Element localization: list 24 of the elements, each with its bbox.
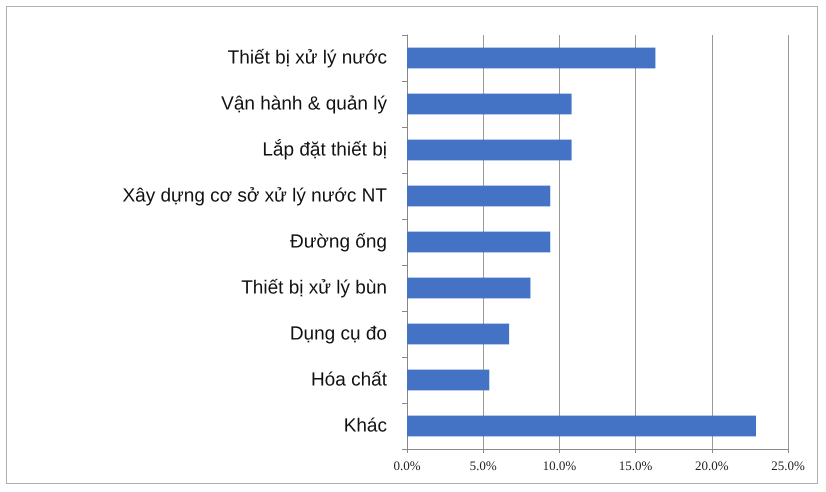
bar — [407, 48, 656, 68]
y-tick-label: Thiết bị xử lý bùn — [241, 278, 387, 298]
y-tick-label: Lắp đặt thiết bị — [262, 138, 387, 160]
x-tick-label: 5.0% — [470, 458, 497, 473]
y-tick-label: Dụng cụ đo — [290, 324, 387, 344]
bar — [407, 416, 756, 436]
x-tick-label: 25.0% — [771, 458, 805, 473]
bar — [407, 370, 490, 390]
x-tick-label: 20.0% — [695, 458, 729, 473]
bar — [407, 278, 530, 298]
bar — [407, 232, 550, 252]
x-tick-label: 15.0% — [618, 458, 653, 473]
y-tick-label: Xây dựng cơ sở xử lý nước NT — [122, 186, 388, 206]
y-tick-label: Thiết bị xử lý nước — [228, 48, 387, 68]
y-tick-label: Hóa chất — [310, 370, 388, 390]
x-tick-label: 10.0% — [542, 458, 576, 473]
y-tick-label: Đường ống — [290, 232, 387, 252]
bar — [407, 140, 572, 160]
bar — [407, 186, 550, 206]
bar — [407, 324, 510, 344]
y-tick-label: Vận hành & quản lý — [221, 94, 388, 114]
bar — [407, 94, 572, 114]
y-tick-label: Khác — [344, 416, 387, 436]
x-tick-label: 0.0% — [393, 458, 421, 473]
